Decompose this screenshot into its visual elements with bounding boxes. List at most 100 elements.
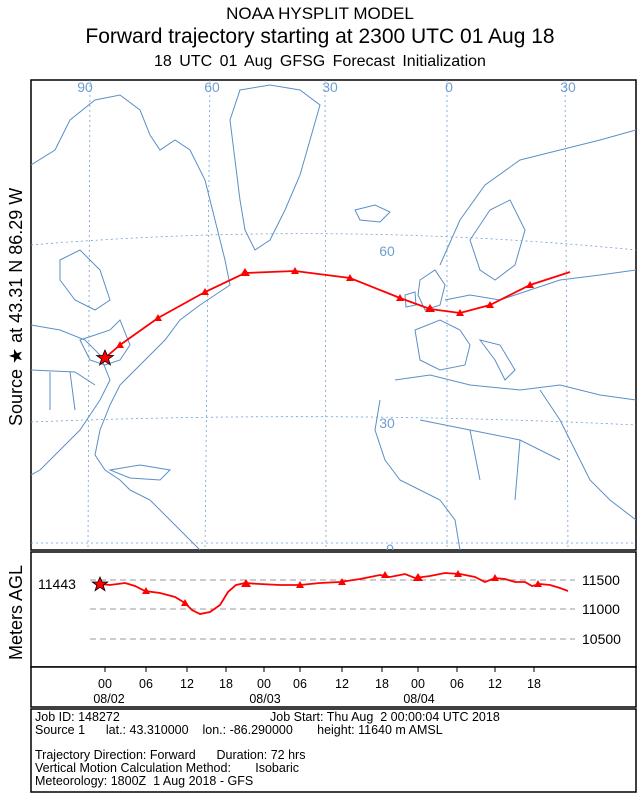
scandinavia-north	[439, 129, 636, 266]
forecast-subtitle: 18 UTC 01 Aug GFSG Forecast Initializati…	[154, 53, 486, 70]
trajectory-direction: Trajectory Direction: Forward Duration: …	[35, 748, 306, 762]
source-height-value: 11443	[38, 576, 76, 592]
date-label: 08/02	[93, 692, 124, 706]
meteorology-info: Meteorology: 1800Z 1 Aug 2018 - GFS	[35, 774, 254, 788]
graticule-labels: 90 60 30 0 30 60 30 0	[77, 79, 576, 557]
map-panel: 90 60 30 0 30 60 30 0	[30, 79, 637, 557]
west-africa-coast	[374, 399, 461, 550]
height-marker	[491, 574, 499, 581]
height-marker	[181, 599, 189, 606]
map-frame	[30, 79, 637, 551]
meridian-90w	[87, 80, 91, 550]
source-star-icon	[95, 348, 115, 366]
date-label: 08/03	[249, 692, 280, 706]
caribbean-islands	[108, 464, 172, 481]
ireland	[404, 291, 417, 308]
hour-label: 18	[527, 677, 541, 691]
hour-label: 00	[98, 677, 112, 691]
hour-label: 18	[375, 677, 389, 691]
time-ticks	[104, 667, 535, 672]
model-title: NOAA HYSPLIT MODEL	[226, 4, 414, 23]
trajectory-marker	[486, 301, 494, 308]
height-marker	[142, 587, 150, 594]
lon-label-30e: 30	[560, 79, 576, 95]
great-lakes	[79, 319, 131, 366]
height-marker	[338, 578, 346, 585]
trajectory-marker	[425, 304, 435, 312]
height-tick-labels: 11500 11000 10500 11443	[38, 572, 621, 647]
lon-label-0: 0	[445, 79, 453, 95]
hour-label: 00	[257, 677, 271, 691]
job-id: Job ID: 148272	[35, 710, 120, 724]
north-america-east-coast	[31, 94, 231, 491]
parallel-60n	[31, 233, 636, 251]
trajectory-marker	[201, 288, 209, 295]
lon-label-60w: 60	[204, 79, 220, 95]
hour-label: 12	[488, 677, 502, 691]
meridian-30w	[324, 80, 327, 550]
italy	[478, 339, 516, 381]
hour-label: 06	[139, 677, 153, 691]
us-mexico	[31, 324, 111, 476]
scandinavia-south	[469, 199, 526, 281]
tick-10500: 10500	[582, 631, 621, 647]
trajectory-marker	[240, 268, 250, 276]
hour-labels: 00 06 12 18 00 06 12 18 00 06 12 18	[98, 677, 541, 691]
tick-11000: 11000	[582, 601, 620, 617]
red-sea-arabia	[539, 389, 636, 521]
lat-label-30n: 30	[379, 415, 395, 431]
meridian-60w	[204, 80, 211, 550]
trajectory-marker	[396, 294, 404, 301]
lon-label-30w: 30	[322, 79, 338, 95]
coastlines	[31, 84, 636, 550]
trajectory-marker	[456, 309, 464, 316]
time-axis: 00 06 12 18 00 06 12 18 00 06 12 18 08/0…	[30, 666, 637, 708]
hour-label: 18	[219, 677, 233, 691]
trajectory-markers	[116, 267, 534, 348]
height-marker	[296, 581, 304, 588]
trajectory-marker	[526, 281, 534, 288]
height-panel: 11500 11000 10500 11443	[30, 551, 637, 668]
hour-label: 06	[293, 677, 307, 691]
source-info: Source 1 lat.: 43.310000 lon.: -86.29000…	[35, 723, 443, 737]
africa-borders	[419, 419, 561, 501]
tick-11500: 11500	[582, 572, 620, 588]
us-borders	[31, 369, 96, 411]
parallel-30n	[31, 416, 636, 426]
greenland	[229, 84, 321, 251]
great-britain	[417, 269, 446, 311]
south-america-coast	[129, 489, 201, 550]
lat-label-60n: 60	[379, 243, 395, 259]
trajectory-marker	[116, 341, 124, 348]
graticule	[31, 80, 636, 550]
iberia	[414, 319, 471, 371]
height-marker	[413, 573, 423, 581]
hour-label: 12	[180, 677, 194, 691]
iceland	[354, 204, 391, 223]
job-start: Job Start: Thu Aug 2 00:00:04 UTC 2018	[270, 710, 500, 724]
trajectory-marker	[154, 314, 162, 321]
height-marker	[241, 579, 251, 587]
trajectory-marker	[291, 267, 299, 274]
height-source-star-icon	[91, 576, 109, 592]
trajectory-title: Forward trajectory starting at 2300 UTC …	[85, 25, 555, 48]
info-frame	[30, 708, 637, 793]
vertical-motion-method: Vertical Motion Calculation Method: Isob…	[35, 761, 300, 775]
time-axis-frame	[30, 666, 637, 708]
hour-label: 06	[450, 677, 464, 691]
hour-label: 00	[411, 677, 425, 691]
height-marker	[534, 580, 542, 587]
trajectory-marker	[346, 274, 354, 281]
lat-label-0: 0	[386, 541, 394, 557]
height-markers	[142, 570, 542, 606]
height-marker	[381, 571, 389, 578]
date-label: 08/04	[403, 692, 434, 706]
hudson-bay	[59, 249, 111, 311]
height-marker	[454, 570, 462, 577]
meridian-30e	[564, 80, 569, 550]
lon-label-90w: 90	[77, 79, 93, 95]
north-africa-coast	[394, 374, 636, 401]
date-labels: 08/02 08/03 08/04	[93, 692, 434, 706]
hour-label: 12	[335, 677, 349, 691]
